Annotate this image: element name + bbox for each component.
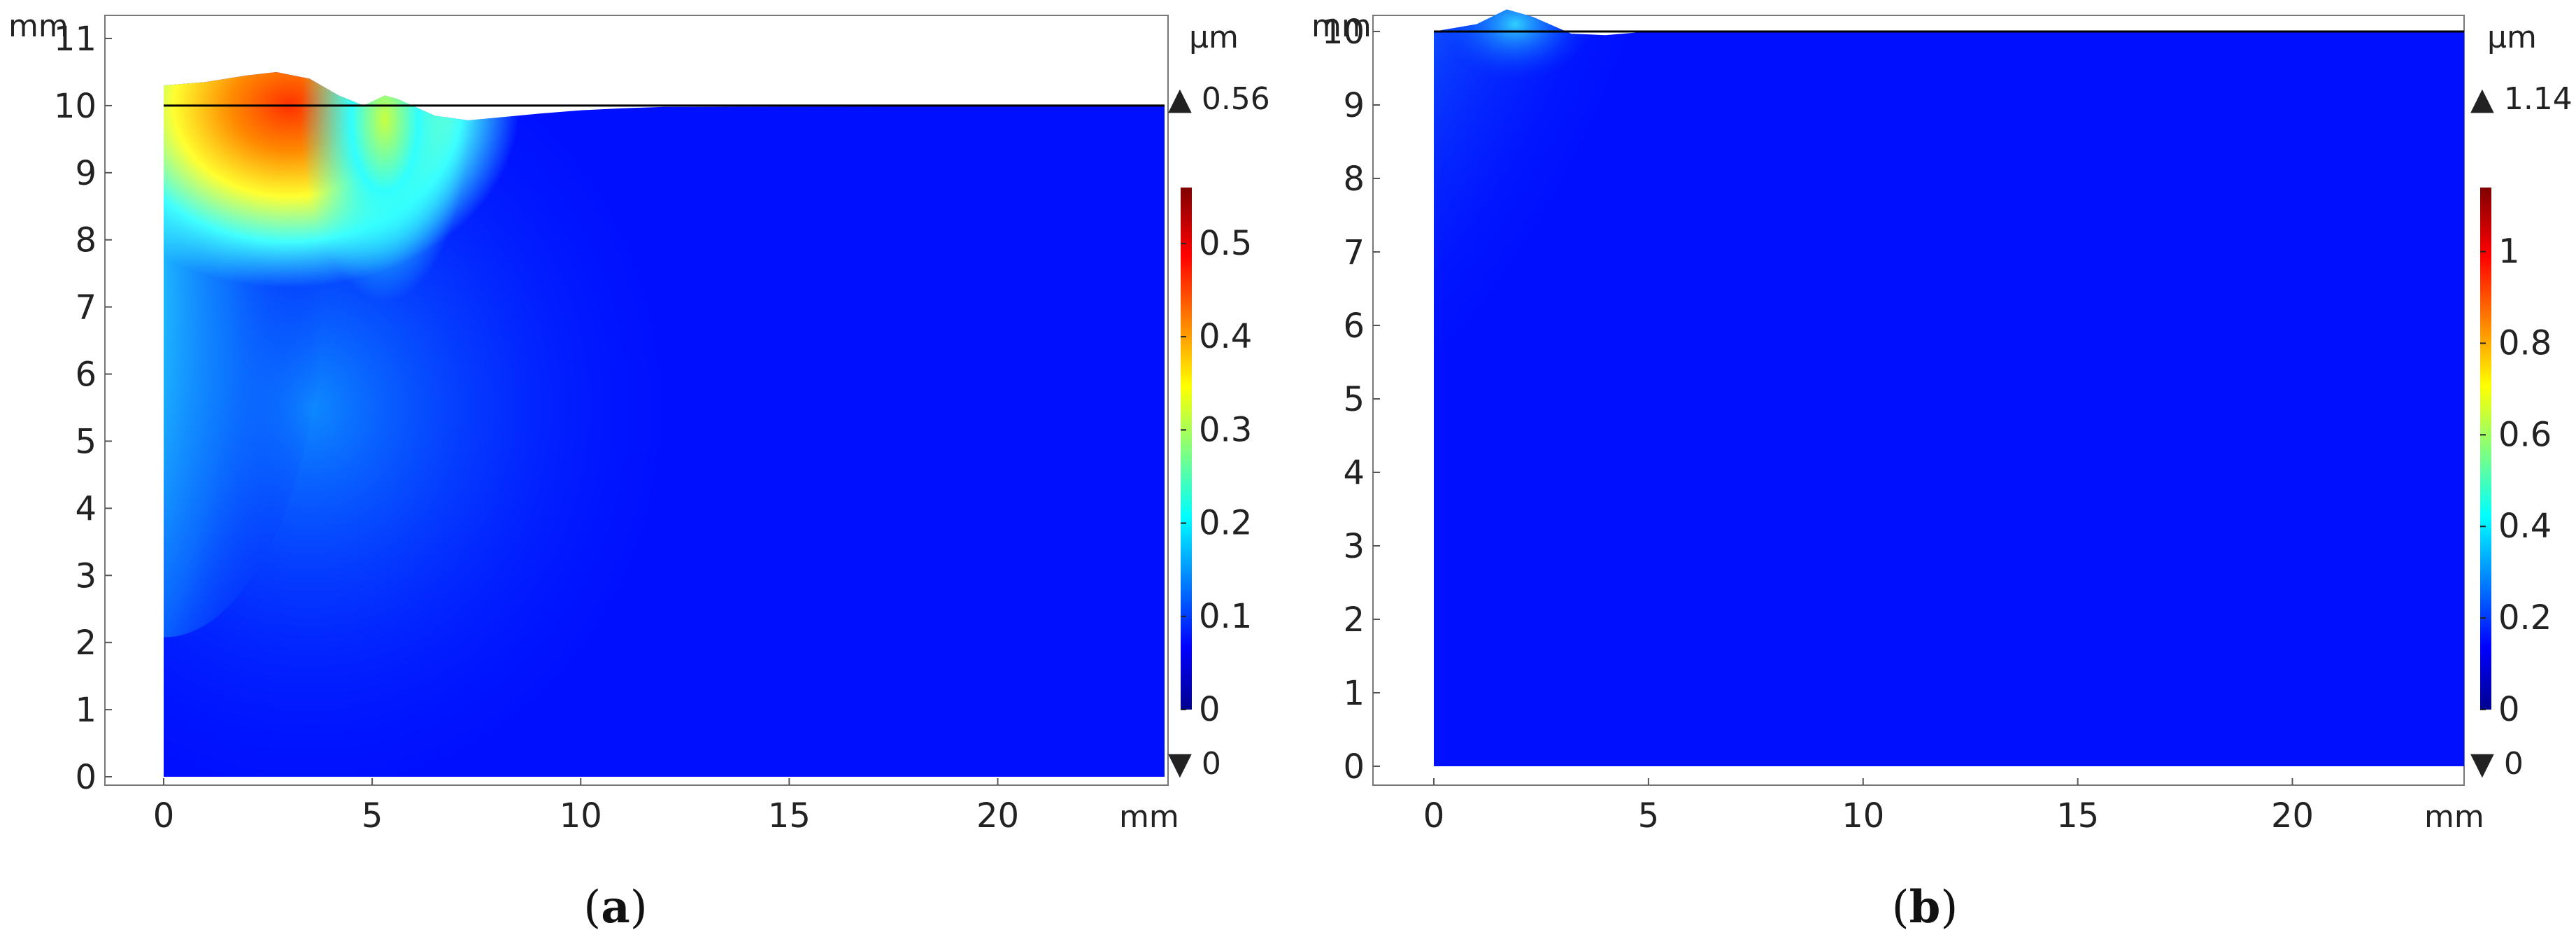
y-tick-label: 8 [75, 221, 97, 260]
axes-frame-a [104, 15, 1169, 786]
colorbar-max-b: ▲ 1.14 [2470, 81, 2573, 117]
y-tick-label: 0 [75, 758, 97, 797]
y-tick-label: 6 [1343, 307, 1365, 346]
colorbar-tick-label: 1 [2498, 232, 2520, 272]
colorbar-tick-label: 0 [1199, 690, 1221, 729]
y-tick-label: 5 [1343, 380, 1365, 419]
x-ticks-a: 0 5 10 15 20 [153, 778, 1019, 836]
y-tick-label: 7 [75, 288, 97, 327]
colorbar-tick-label: 0.8 [2498, 323, 2552, 362]
y-ticks-b: 0 1 2 3 4 5 6 7 8 9 10 [1322, 13, 1380, 787]
colorbar-unit-b: µm [2487, 20, 2537, 55]
x-tick-label: 20 [976, 796, 1019, 836]
colorbar-unit-a: µm [1189, 20, 1239, 55]
colorbar-tick-label: 0.3 [1199, 410, 1252, 449]
y-tick-label: 9 [75, 154, 97, 193]
x-tick-label: 10 [560, 796, 602, 836]
y-tick-label: 0 [1343, 747, 1365, 787]
caption-a: (a) [583, 881, 647, 934]
colorbar-tick-label: 0.5 [1199, 224, 1252, 263]
x-ticks-b: 0 5 10 15 20 [1423, 778, 2314, 836]
colorbar-ticks-a: 0 0.1 0.2 0.3 0.4 0.5 [1181, 224, 1252, 729]
y-unit-b: mm [1311, 8, 1372, 44]
x-tick-label: 5 [362, 796, 383, 836]
x-tick-label: 15 [2056, 796, 2099, 836]
colorbar-tick-label: 0.2 [2498, 598, 2552, 637]
y-tick-label: 2 [1343, 600, 1365, 640]
y-tick-label: 7 [1343, 233, 1365, 272]
y-tick-label: 9 [1343, 86, 1365, 125]
y-tick-label: 6 [75, 355, 97, 395]
y-tick-label: 4 [75, 489, 97, 528]
y-tick-label: 1 [1343, 674, 1365, 713]
x-tick-label: 0 [1423, 796, 1445, 836]
x-tick-label: 0 [153, 796, 175, 836]
y-tick-label: 10 [1322, 13, 1365, 52]
y-tick-label: 3 [75, 556, 97, 596]
field-plot-b [1434, 9, 2464, 766]
y-tick-label: 11 [54, 20, 97, 59]
y-tick-label: 3 [1343, 527, 1365, 566]
colorbar-tick-label: 0 [2498, 690, 2520, 729]
x-tick-label: 20 [2271, 796, 2314, 836]
y-tick-label: 1 [75, 691, 97, 730]
colorbar-min-a: ▼ 0 [1168, 746, 1221, 782]
x-tick-label: 10 [1842, 796, 1884, 836]
x-tick-label: 5 [1638, 796, 1660, 836]
colorbar-a [1181, 188, 1192, 710]
colorbar-b [2480, 188, 2491, 710]
y-tick-label: 4 [1343, 453, 1365, 493]
y-tick-label: 8 [1343, 160, 1365, 199]
colorbar-tick-label: 0.1 [1199, 597, 1252, 636]
colorbar-tick-label: 0.4 [1199, 317, 1252, 356]
y-ticks-a: 0 1 2 3 4 5 6 7 8 9 10 11 [54, 20, 112, 797]
y-tick-label: 2 [75, 624, 97, 663]
colorbar-min-b: ▼ 0 [2470, 746, 2524, 782]
colorbar-ticks-b: 0 0.2 0.4 0.6 0.8 1 [2480, 232, 2552, 729]
field-plot-a [164, 72, 1165, 777]
colorbar-tick-label: 0.4 [2498, 507, 2552, 546]
caption-b: (b) [1892, 881, 1958, 934]
x-tick-label: 15 [768, 796, 811, 836]
colorbar-max-a: ▲ 0.56 [1168, 81, 1270, 117]
y-tick-label: 5 [75, 422, 97, 461]
x-unit-b: mm [2424, 799, 2484, 835]
x-unit-a: mm [1119, 799, 1179, 835]
y-tick-label: 10 [54, 87, 97, 126]
y-unit-a: mm [8, 8, 69, 44]
colorbar-tick-label: 0.6 [2498, 415, 2552, 454]
colorbar-tick-label: 0.2 [1199, 504, 1252, 543]
